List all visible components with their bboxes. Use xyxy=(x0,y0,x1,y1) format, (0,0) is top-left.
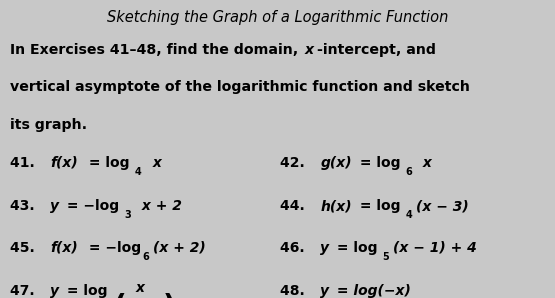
Text: = −log: = −log xyxy=(84,241,142,255)
Text: its graph.: its graph. xyxy=(10,118,87,132)
Text: x + 2: x + 2 xyxy=(137,199,181,213)
Text: (x − 3): (x − 3) xyxy=(416,199,469,213)
Text: = −log: = −log xyxy=(62,199,119,213)
Text: 42.: 42. xyxy=(280,156,310,170)
Text: In Exercises 41–48, find the domain,: In Exercises 41–48, find the domain, xyxy=(10,43,303,57)
Text: f(x): f(x) xyxy=(50,241,78,255)
Text: Sketching the Graph of a Logarithmic Function: Sketching the Graph of a Logarithmic Fun… xyxy=(107,10,448,25)
Text: x: x xyxy=(148,156,162,170)
Text: = log: = log xyxy=(332,241,377,255)
Text: f(x): f(x) xyxy=(50,156,78,170)
Text: x: x xyxy=(304,43,313,57)
Text: 47.: 47. xyxy=(10,284,39,298)
Text: x: x xyxy=(136,281,145,294)
Text: y: y xyxy=(320,284,329,298)
Text: ): ) xyxy=(163,293,175,298)
Text: 43.: 43. xyxy=(10,199,39,213)
Text: x: x xyxy=(418,156,432,170)
Text: 44.: 44. xyxy=(280,199,310,213)
Text: = log(−x): = log(−x) xyxy=(332,284,411,298)
Text: = log: = log xyxy=(62,284,107,298)
Text: 48.: 48. xyxy=(280,284,310,298)
Text: y: y xyxy=(320,241,329,255)
Text: 45.: 45. xyxy=(10,241,39,255)
Text: 41.: 41. xyxy=(10,156,39,170)
Text: g(x): g(x) xyxy=(320,156,352,170)
Text: (x + 2): (x + 2) xyxy=(153,241,206,255)
Text: (: ( xyxy=(114,293,127,298)
Text: = log: = log xyxy=(355,156,400,170)
Text: vertical asymptote of the logarithmic function and sketch: vertical asymptote of the logarithmic fu… xyxy=(10,80,470,94)
Text: 5: 5 xyxy=(382,252,389,262)
Text: 6: 6 xyxy=(142,252,149,262)
Text: 3: 3 xyxy=(125,210,132,221)
Text: (x − 1) + 4: (x − 1) + 4 xyxy=(393,241,477,255)
Text: = log: = log xyxy=(355,199,400,213)
Text: = log: = log xyxy=(84,156,130,170)
Text: y: y xyxy=(50,284,59,298)
Text: 46.: 46. xyxy=(280,241,310,255)
Text: -intercept, and: -intercept, and xyxy=(317,43,436,57)
Text: y: y xyxy=(50,199,59,213)
Text: 6: 6 xyxy=(405,167,412,177)
Text: h(x): h(x) xyxy=(320,199,352,213)
Text: 4: 4 xyxy=(135,167,142,177)
Text: 4: 4 xyxy=(405,210,412,221)
